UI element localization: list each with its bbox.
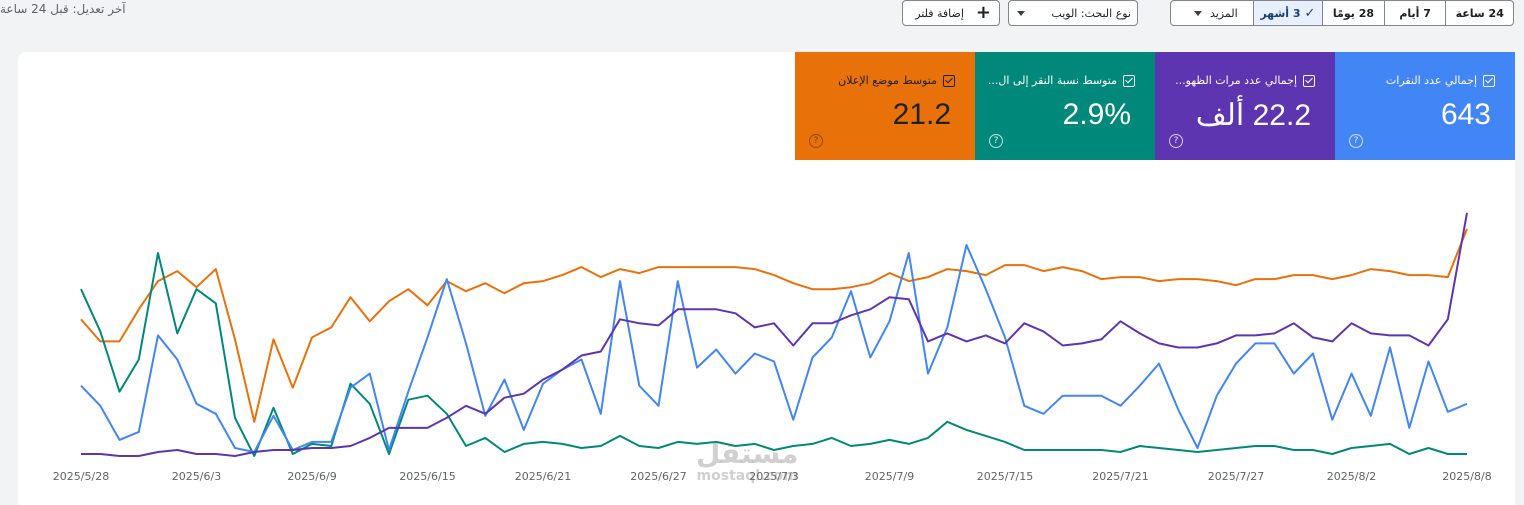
series-line-3 [80,228,1468,423]
last-updated-text: آخر تعديل: قبل 24 ساعة [0,2,126,16]
series-line-0 [80,244,1468,453]
x-axis-tick-label: 2025/7/9 [865,470,914,483]
series-line-1 [81,212,1468,457]
x-axis-tick-label: 2025/5/28 [53,470,109,483]
search-type-dropdown[interactable]: نوع البحث: الويب [1008,0,1138,26]
plus-icon: + [975,2,991,23]
add-filter-button[interactable]: + إضافة فلتر [902,0,1000,26]
x-axis-tick-label: 2025/6/9 [287,470,336,483]
checkbox-checked-icon[interactable] [1483,74,1495,87]
x-axis-tick-label: 2025/6/21 [515,470,571,483]
help-icon[interactable]: ? [809,134,823,148]
watermark: مستقل mostaql.com [696,437,799,485]
help-icon[interactable]: ? [1349,134,1363,148]
x-axis-tick-label: 2025/6/15 [399,470,455,483]
x-axis-tick-label: 2025/7/3 [749,470,798,483]
chevron-down-icon [1193,10,1202,16]
x-axis-tick-label: 2025/6/3 [172,470,221,483]
performance-line-chart: 2025/5/28 2025/6/3 2025/6/9 2025/6/15 2025/6… [53,212,1492,483]
metric-total-impressions[interactable]: إجمالي عدد مرات الظهو... 22.2 ألف ? [1155,52,1335,160]
checkbox-checked-icon[interactable] [943,74,955,87]
help-icon[interactable]: ? [989,134,1003,148]
series-line-2 [80,252,1467,457]
range-more-dropdown[interactable]: المزيد [1171,1,1253,25]
x-axis-tick-label: 2025/8/8 [1442,470,1491,483]
metric-total-clicks[interactable]: إجمالي عدد النقرات 643 ? [1335,52,1515,160]
x-axis-tick-label: 2025/7/15 [977,470,1033,483]
checkbox-checked-icon[interactable] [1123,74,1135,87]
range-7-days[interactable]: 7 أيام [1383,1,1446,25]
date-range-selector[interactable]: 24 ساعة 7 أيام 28 يومًا ✓ 3 أشهر المزيد [1170,0,1514,26]
x-axis-tick-label: 2025/7/27 [1208,470,1264,483]
x-axis-tick-label: 2025/8/2 [1327,470,1376,483]
checkbox-checked-icon[interactable] [1303,74,1315,87]
range-28-days[interactable]: 28 يومًا [1322,1,1384,25]
checkmark-icon: ✓ [1304,5,1316,21]
metric-average-ctr[interactable]: متوسط نسبة النقر إلى ال... 2.9% ? [975,52,1155,160]
help-icon[interactable]: ? [1169,134,1183,148]
x-axis-tick-label: 2025/7/21 [1092,470,1148,483]
chevron-down-icon [1017,10,1025,16]
range-24-hours[interactable]: 24 ساعة [1445,1,1513,25]
metric-average-position[interactable]: متوسط موضع الإعلان 21.2 ? [795,52,975,160]
x-axis-tick-label: 2025/6/27 [630,470,686,483]
range-3-months[interactable]: ✓ 3 أشهر [1252,1,1323,25]
